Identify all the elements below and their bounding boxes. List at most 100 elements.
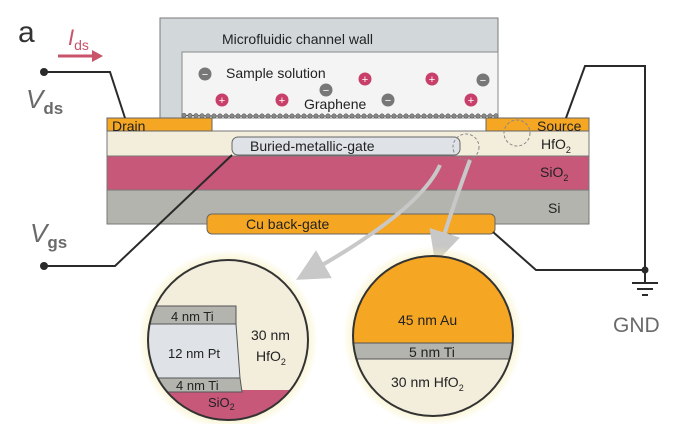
graphene-atom — [493, 113, 499, 119]
graphene-atom — [337, 113, 343, 119]
graphene-atom — [481, 113, 487, 119]
graphene-atom — [259, 113, 265, 119]
hfo2-label: HfO2 — [541, 136, 571, 155]
svg-text:−: − — [480, 75, 486, 87]
negative-ion: − — [381, 93, 395, 107]
svg-text:+: + — [219, 95, 225, 107]
cu-back-gate-label: Cu back-gate — [246, 216, 329, 232]
zoom-left-hfo2-thickness: 30 nm — [251, 327, 290, 343]
back-gate-wire — [492, 231, 645, 271]
graphene-atom — [349, 113, 355, 119]
zoom-left-border — [147, 259, 309, 421]
graphene-atom — [415, 113, 421, 119]
positive-ion: + — [464, 93, 478, 107]
graphene-atom — [445, 113, 451, 119]
graphene-atom — [373, 113, 379, 119]
graphene-atom — [223, 113, 229, 119]
ground-icon — [632, 282, 658, 296]
graphene-atom — [367, 113, 373, 119]
vgs-terminal — [40, 262, 48, 270]
graphene-atom — [427, 113, 433, 119]
zoom-left-top-ti: 4 nm Ti — [171, 309, 214, 324]
graphene-atom — [253, 113, 259, 119]
positive-ion: + — [358, 72, 372, 86]
svg-text:−: − — [202, 69, 208, 81]
graphene-atom — [241, 113, 247, 119]
graphene-label: Graphene — [304, 96, 366, 112]
gnd-label: GND — [613, 314, 660, 337]
graphene-atom — [439, 113, 445, 119]
graphene-atom — [271, 113, 277, 119]
zoom-right-au: 45 nm Au — [398, 312, 457, 328]
graphene-atom — [451, 113, 457, 119]
graphene-atom — [277, 113, 283, 119]
graphene-atom — [199, 113, 205, 119]
graphene-atom — [433, 113, 439, 119]
graphene-atom — [361, 113, 367, 119]
graphene-atom — [235, 113, 241, 119]
graphene-atom — [289, 113, 295, 119]
svg-text:+: + — [279, 95, 285, 107]
sample-solution-label: Sample solution — [226, 65, 326, 81]
graphene-atom — [325, 113, 331, 119]
svg-text:−: − — [385, 95, 391, 107]
graphene-atom — [205, 113, 211, 119]
buried-metallic-gate — [231, 136, 461, 156]
drain-contact — [106, 117, 213, 132]
svg-text:+: + — [468, 95, 474, 107]
zoom-left-hfo2-label: HfO2 — [256, 348, 286, 367]
graphene-atom — [475, 113, 481, 119]
zoom-right-hfo2: 30 nm HfO2 — [391, 374, 464, 393]
negative-ion: − — [476, 73, 490, 87]
graphene-atom — [229, 113, 235, 119]
sample-solution-region — [181, 51, 499, 119]
graphene-layer — [181, 112, 499, 119]
buried-gate-label: Buried-metallic-gate — [250, 138, 375, 154]
current-arrow-head — [92, 50, 103, 62]
vds-label: Vds — [26, 84, 63, 118]
svg-text:+: + — [429, 74, 435, 86]
graphene-atom — [409, 113, 415, 119]
zoom-left-pt: 12 nm Pt — [168, 346, 220, 361]
zoom-arrow-right — [429, 159, 472, 264]
graphene-atom — [265, 113, 271, 119]
positive-ion: + — [425, 72, 439, 86]
graphene-atom — [457, 113, 463, 119]
graphene-atom — [211, 113, 217, 119]
graphene-atom — [331, 113, 337, 119]
negative-ion: − — [198, 67, 212, 81]
graphene-atom — [181, 112, 187, 118]
cu-back-gate — [206, 213, 496, 235]
zoom-right-ti: 5 nm Ti — [409, 344, 455, 360]
vds-terminal — [40, 68, 48, 76]
graphene-atom — [391, 113, 397, 119]
graphene-atom — [301, 113, 307, 119]
ids-label: Ids — [68, 25, 89, 53]
sio2-layer — [106, 155, 590, 191]
graphene-atom — [355, 113, 361, 119]
drain-label: Drain — [112, 118, 145, 134]
graphene-atom — [421, 113, 427, 119]
si-label: Si — [548, 200, 560, 216]
zoom-right-border — [352, 255, 514, 417]
graphene-atom — [307, 113, 313, 119]
graphene-atom — [247, 113, 253, 119]
vgs-label: Vgs — [30, 218, 67, 252]
buried-gate-wire — [44, 154, 233, 267]
zoom-marker-right — [503, 119, 531, 147]
graphene-atom — [469, 113, 475, 119]
zoom-arrow-left — [296, 164, 442, 280]
graphene-atom — [295, 113, 301, 119]
graphene-atom — [313, 113, 319, 119]
graphene-atom — [283, 113, 289, 119]
negative-ion: − — [319, 83, 333, 97]
positive-ion: + — [215, 93, 229, 107]
graphene-atom — [193, 113, 199, 119]
zoom-left-bottom-ti: 4 nm Ti — [176, 378, 219, 393]
graphene-atom — [187, 113, 193, 119]
svg-text:+: + — [362, 74, 368, 86]
graphene-atom — [385, 113, 391, 119]
graphene-atom — [217, 113, 223, 119]
